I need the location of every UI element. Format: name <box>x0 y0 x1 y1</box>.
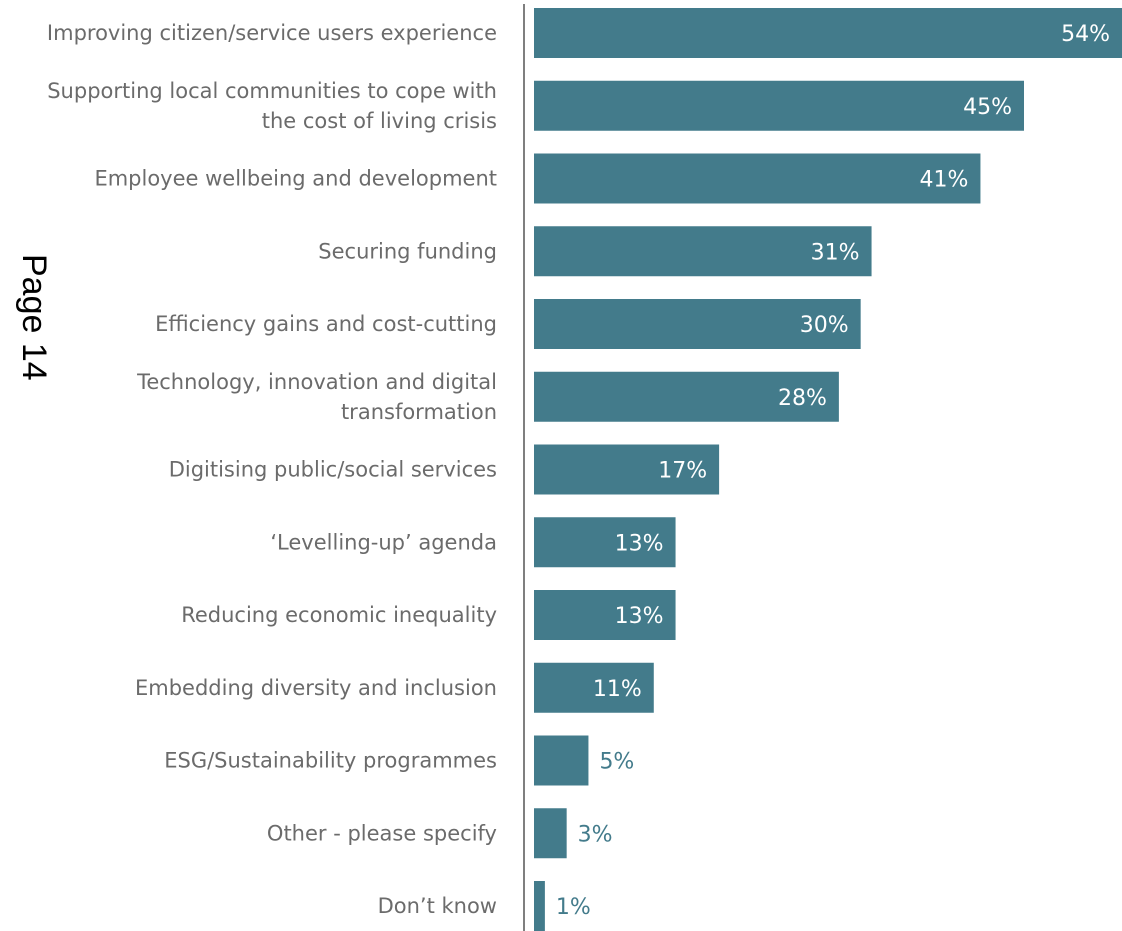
category-label-5-line-1: transformation <box>341 400 497 424</box>
bar-0 <box>534 8 1122 58</box>
value-label-10: 5% <box>599 750 634 775</box>
page-number-stamp: Page 14 <box>15 254 53 381</box>
category-label-1-line-1: the cost of living crisis <box>262 109 497 133</box>
value-label-0: 54% <box>1061 22 1110 47</box>
value-label-8: 13% <box>615 604 664 629</box>
value-label-2: 41% <box>920 168 969 193</box>
category-label-12: Don’t know <box>378 894 497 918</box>
bar-4 <box>534 299 861 349</box>
bar-5 <box>534 371 839 422</box>
category-label-10: ESG/Sustainability programmes <box>164 749 497 773</box>
bar-11 <box>534 808 567 859</box>
value-label-9: 11% <box>593 677 642 702</box>
category-label-8: Reducing economic inequality <box>181 603 497 627</box>
bar-8 <box>534 590 676 640</box>
category-label-11: Other - please specify <box>267 821 497 845</box>
bar-3 <box>534 226 872 277</box>
value-label-4: 30% <box>800 313 849 338</box>
bar-10 <box>534 735 589 786</box>
bar-12 <box>534 881 545 931</box>
category-label-0: Improving citizen/service users experien… <box>47 21 497 45</box>
value-label-3: 31% <box>811 240 860 265</box>
value-label-1: 45% <box>963 95 1012 120</box>
value-label-11: 3% <box>578 822 613 847</box>
category-labels-group: Improving citizen/service users experien… <box>47 21 497 918</box>
bar-7 <box>534 517 676 568</box>
category-label-3: Securing funding <box>318 239 497 263</box>
bar-2 <box>534 153 981 204</box>
category-label-5-line-0: Technology, innovation and digital <box>136 370 497 394</box>
value-label-7: 13% <box>615 531 664 556</box>
category-label-1-line-0: Supporting local communities to cope wit… <box>47 79 497 103</box>
bars-group <box>534 8 1122 931</box>
bar-9 <box>534 662 654 713</box>
value-label-12: 1% <box>556 895 591 920</box>
value-labels-group: 54% 45% 41% 31% 30% 28% 17% 13% 13% 11% 5% 3% 1% <box>556 22 1110 920</box>
value-label-5: 28% <box>778 386 827 411</box>
category-label-2: Employee wellbeing and development <box>94 167 497 191</box>
value-label-6: 17% <box>658 459 707 484</box>
category-label-6: Digitising public/social services <box>169 458 497 482</box>
category-label-9: Embedding diversity and inclusion <box>135 676 497 700</box>
category-label-4: Efficiency gains and cost-cutting <box>155 312 497 336</box>
bar-6 <box>534 444 720 495</box>
bar-1 <box>534 80 1024 131</box>
category-label-7: ‘Levelling-up’ agenda <box>270 530 497 554</box>
